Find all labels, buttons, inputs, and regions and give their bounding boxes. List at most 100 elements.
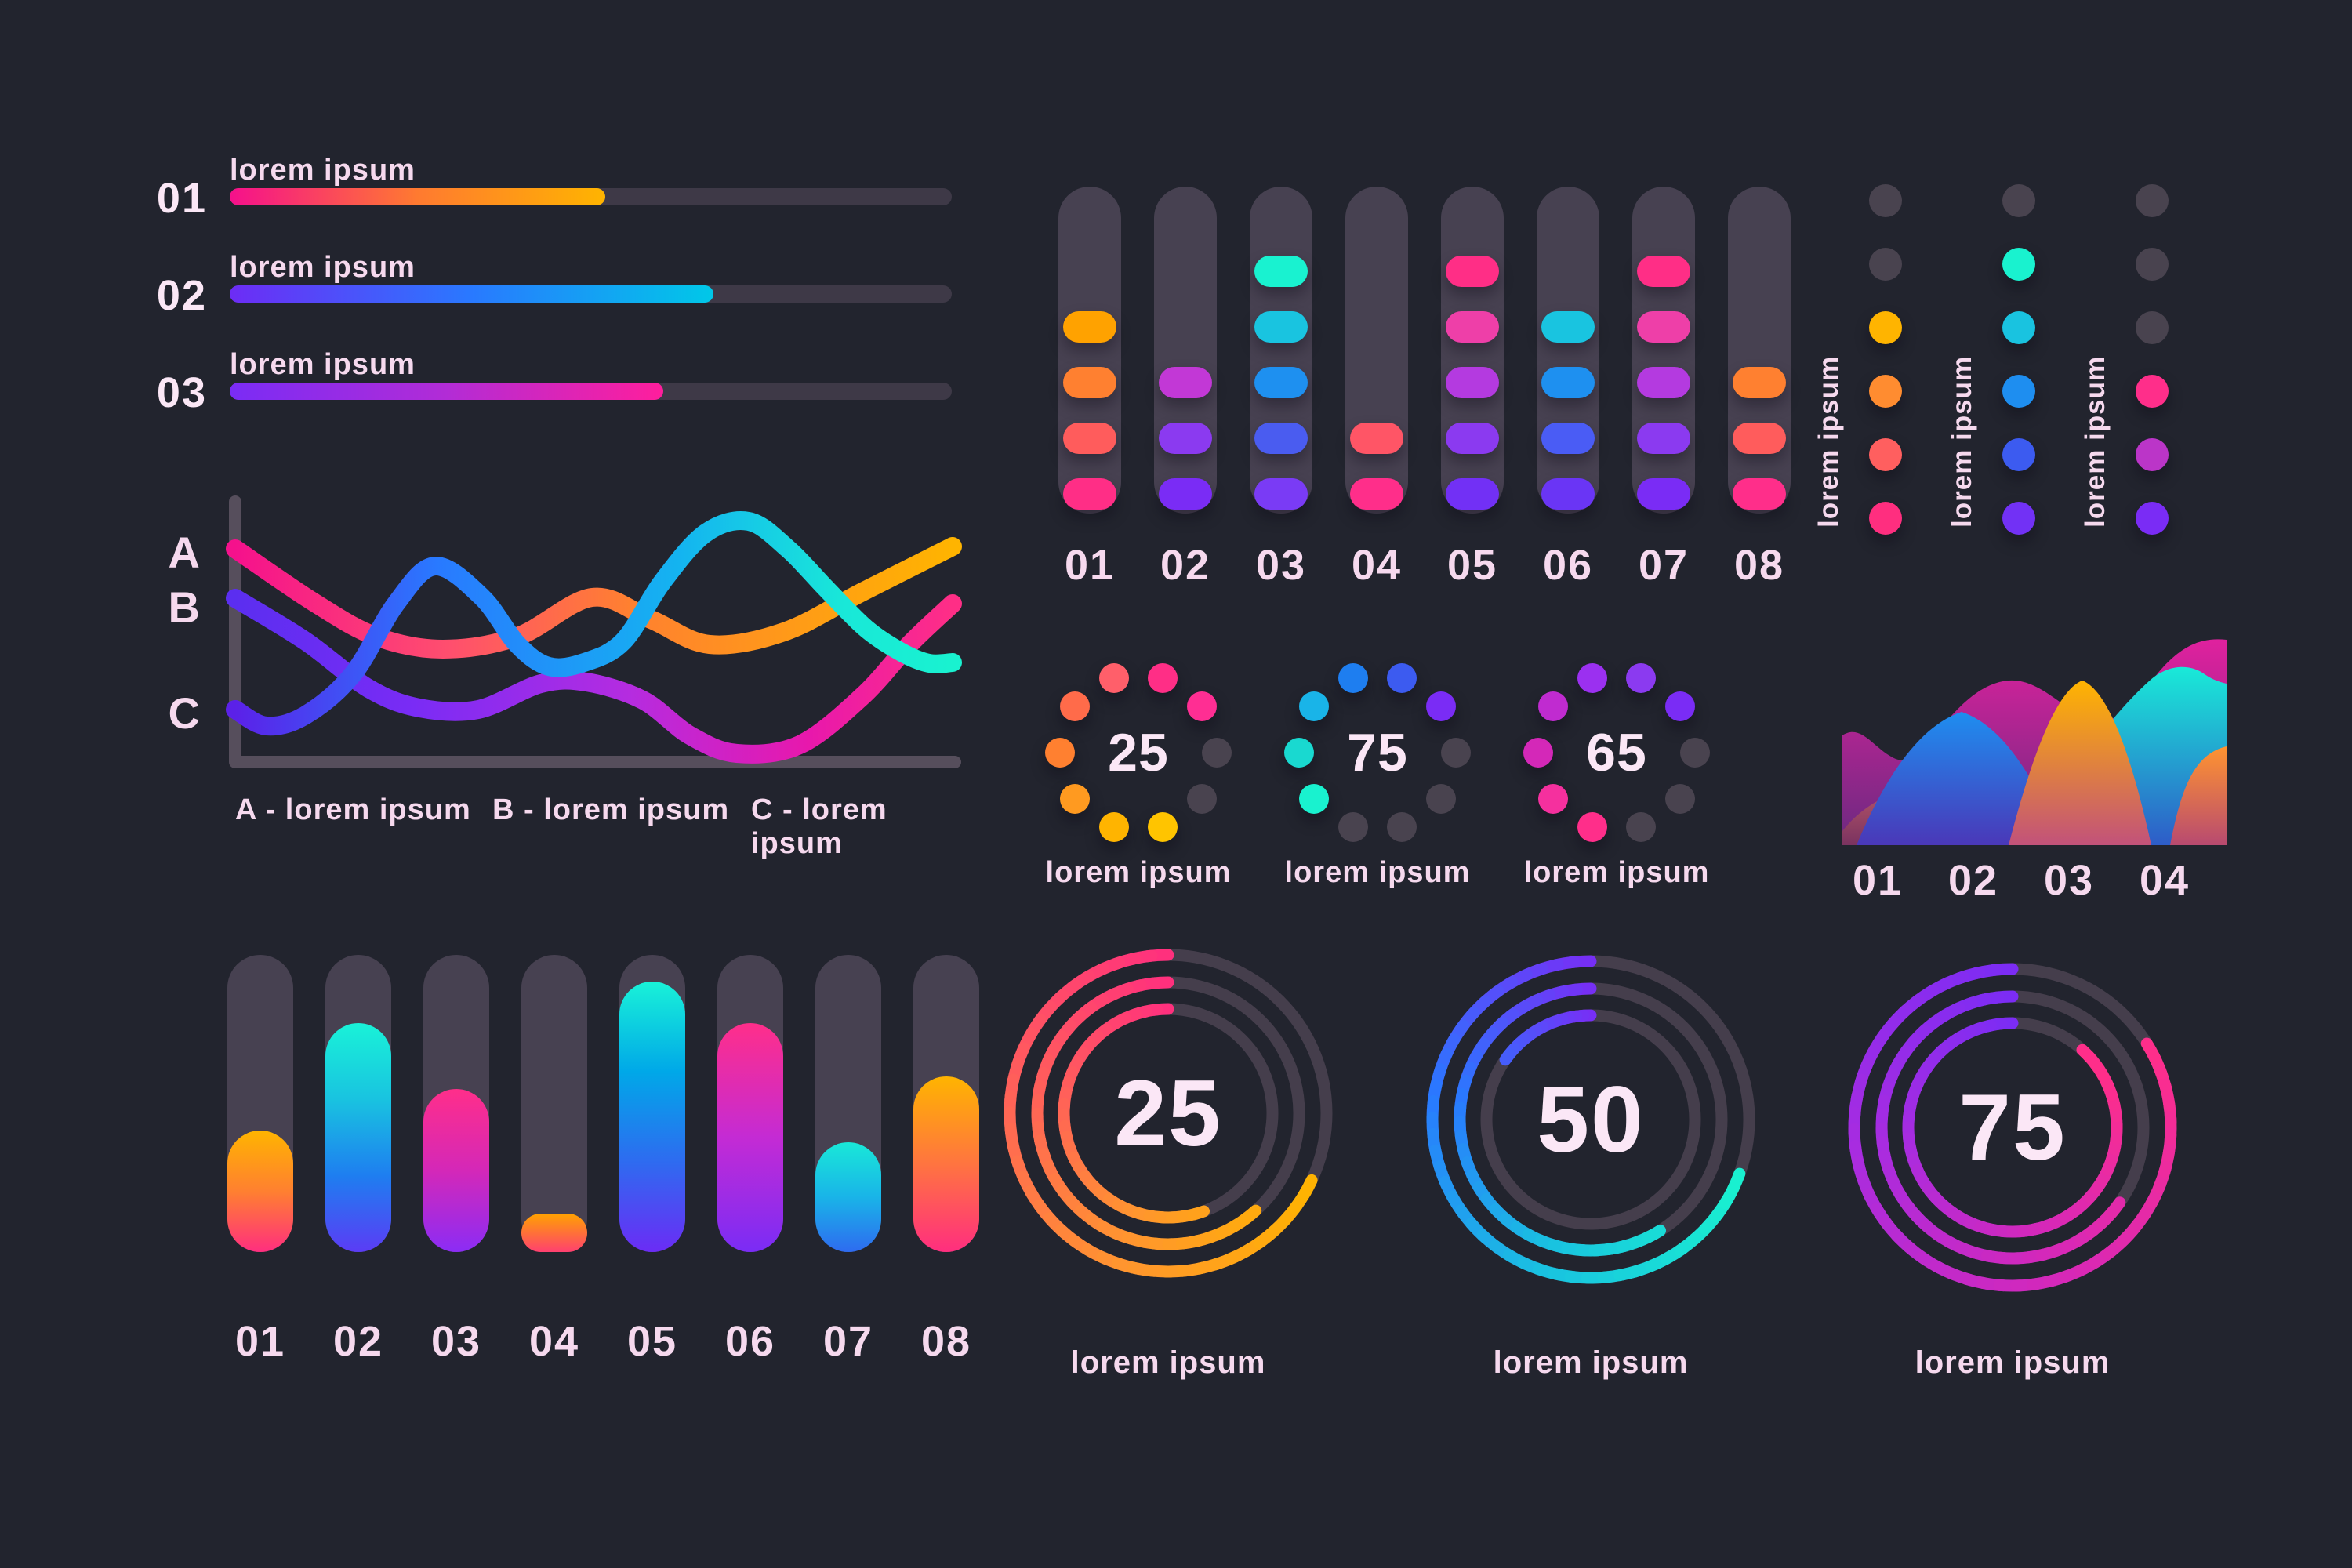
pill-segment — [1637, 367, 1690, 398]
progress-label: lorem ipsum — [230, 154, 416, 187]
gauge-dot — [1299, 783, 1330, 814]
gauge-dot — [1538, 691, 1569, 722]
stream-category-label: 02 — [1947, 857, 1999, 904]
gauge-label: lorem ipsum — [1284, 856, 1471, 889]
gauge-label: lorem ipsum — [1523, 856, 1710, 889]
ring-label: lorem ipsum — [1070, 1345, 1266, 1380]
gauge-value: 75 — [1347, 723, 1408, 782]
pill-segment — [1159, 423, 1212, 454]
bar-track — [521, 955, 587, 1252]
matrix-dot — [1869, 375, 1902, 408]
matrix-dot — [1869, 311, 1902, 344]
progress-module: 01 lorem ipsum 02 lorem ipsum 03 lorem ipsum — [141, 146, 956, 416]
matrix-dot — [2002, 375, 2035, 408]
gauge-dot-empty — [1186, 783, 1217, 814]
bar-category-label: 05 — [626, 1318, 678, 1365]
progress-index: 03 — [156, 369, 207, 416]
bar-fill — [913, 1076, 979, 1252]
gauge-dot — [1338, 662, 1369, 693]
stream-category-label: 03 — [2043, 857, 2095, 904]
pill-segment — [1637, 423, 1690, 454]
ring-group-75 — [1848, 963, 2177, 1292]
gauge-dot — [1664, 691, 1695, 722]
axis-label-C: C — [168, 688, 201, 738]
pill-track — [1632, 187, 1695, 514]
pill-track — [1154, 187, 1217, 514]
pill-track — [1345, 187, 1408, 514]
progress-fill — [230, 285, 714, 303]
bar-fill — [521, 1214, 587, 1252]
gauge-dot — [1577, 812, 1608, 843]
legend-item: B - lorem ipsum — [492, 793, 730, 826]
gauge-dot — [1577, 662, 1608, 693]
progress-fill — [230, 383, 663, 400]
pill-track — [1537, 187, 1599, 514]
line-series-B — [226, 589, 962, 764]
dot-gauges-module: 25 lorem ipsum 75 lorem ipsum 65 lorem ipsum — [1043, 651, 1717, 894]
gauge-dot — [1625, 662, 1656, 693]
pill-track — [1058, 187, 1121, 514]
pill-segment — [1446, 256, 1499, 287]
pill-category-label: 02 — [1160, 542, 1211, 589]
gauge-dot-empty — [1202, 738, 1232, 768]
dot-column-label: lorem ipsum — [2080, 355, 2111, 528]
gauge-dot — [1060, 783, 1091, 814]
axis-label-B: B — [168, 583, 201, 632]
pill-segment — [1541, 311, 1595, 343]
matrix-dot-empty — [2002, 184, 2035, 217]
progress-track — [230, 383, 952, 400]
bar-fill — [227, 1131, 293, 1252]
gauge-dot — [1147, 812, 1178, 843]
dot-column-label: lorem ipsum — [1947, 355, 1977, 528]
pill-segment — [1063, 311, 1116, 343]
pill-category-label: 04 — [1351, 542, 1403, 589]
pill-category-label: 08 — [1733, 542, 1785, 589]
rings-module: 25 lorem ipsum 50 lorem ipsum 75 lorem ipsum — [992, 945, 2183, 1384]
matrix-dot-empty — [1869, 184, 1902, 217]
gauge-dot — [1099, 812, 1130, 843]
bar-category-label: 02 — [332, 1318, 384, 1365]
gauge-dot-empty — [1338, 812, 1369, 843]
pill-segment — [1733, 367, 1786, 398]
stream-category-label: 04 — [2139, 857, 2190, 904]
dot-column-label: lorem ipsum — [1813, 355, 1844, 528]
pill-segment — [1446, 478, 1499, 510]
matrix-dot — [2136, 502, 2169, 535]
gauge-dot — [1060, 691, 1091, 722]
pill-segment — [1254, 256, 1308, 287]
pill-segment — [1063, 478, 1116, 510]
bar-category-label: 04 — [528, 1318, 580, 1365]
gauge-label: lorem ipsum — [1045, 856, 1232, 889]
legend-item: C - lorem ipsum — [751, 793, 887, 860]
stream-layer-blue-bump — [1857, 712, 2063, 845]
pill-segment — [1637, 311, 1690, 343]
bar-fill — [815, 1142, 881, 1252]
gauge-dot — [1386, 662, 1417, 693]
gauge-dot-empty — [1441, 738, 1471, 768]
progress-fill — [230, 188, 605, 205]
matrix-dot — [2002, 438, 2035, 471]
matrix-dot-empty — [2136, 248, 2169, 281]
rings-svg — [1004, 949, 2177, 1292]
progress-index: 01 — [156, 175, 207, 222]
matrix-dot — [2002, 311, 2035, 344]
line-series-A — [226, 537, 962, 659]
pill-category-label: 07 — [1638, 542, 1690, 589]
line-chart-svg — [226, 495, 962, 768]
pill-segment — [1350, 423, 1403, 454]
progress-label: lorem ipsum — [230, 251, 416, 284]
pill-track — [1728, 187, 1791, 514]
pill-track — [1250, 187, 1312, 514]
matrix-dot-empty — [2136, 184, 2169, 217]
matrix-dot — [2136, 375, 2169, 408]
matrix-dot-empty — [2136, 311, 2169, 344]
pill-category-label: 01 — [1064, 542, 1116, 589]
bar-fill — [325, 1023, 391, 1252]
gauge-dot-empty — [1625, 812, 1656, 843]
gauge-dot — [1538, 783, 1569, 814]
matrix-dot-empty — [1869, 248, 1902, 281]
pill-segment — [1446, 311, 1499, 343]
ring-value: 25 — [1114, 1061, 1222, 1166]
gauge-dot — [1284, 738, 1314, 768]
